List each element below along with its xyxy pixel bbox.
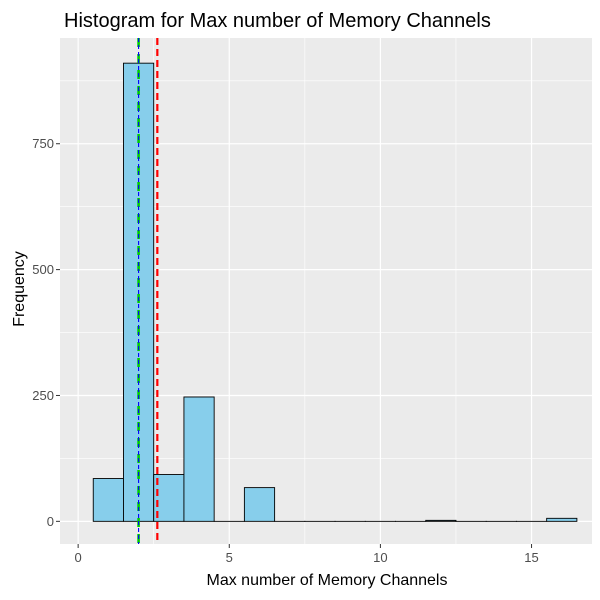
histogram-bar xyxy=(92,478,124,522)
histogram-bar xyxy=(243,487,276,522)
x-axis-title: Max number of Memory Channels xyxy=(207,572,448,589)
histogram-bar xyxy=(425,519,457,522)
histogram-bar xyxy=(546,517,578,522)
reference-lines xyxy=(137,38,159,544)
y-axis: 0 250 500 750 xyxy=(32,136,60,529)
major-gridlines xyxy=(60,38,592,544)
x-axis: 0 5 10 15 xyxy=(75,544,539,565)
y-tick-label: 750 xyxy=(32,136,54,151)
x-tick-label: 15 xyxy=(524,550,538,565)
y-tick-label: 500 xyxy=(32,262,54,277)
y-tick-label: 250 xyxy=(32,388,54,403)
x-tick-label: 5 xyxy=(226,550,233,565)
y-axis-title: Frequency xyxy=(11,251,28,327)
chart-title: Histogram for Max number of Memory Chann… xyxy=(64,10,491,32)
x-tick-label: 10 xyxy=(373,550,387,565)
histogram-bar xyxy=(183,396,215,522)
y-tick-label: 0 xyxy=(47,514,54,529)
x-tick-label: 0 xyxy=(75,550,82,565)
